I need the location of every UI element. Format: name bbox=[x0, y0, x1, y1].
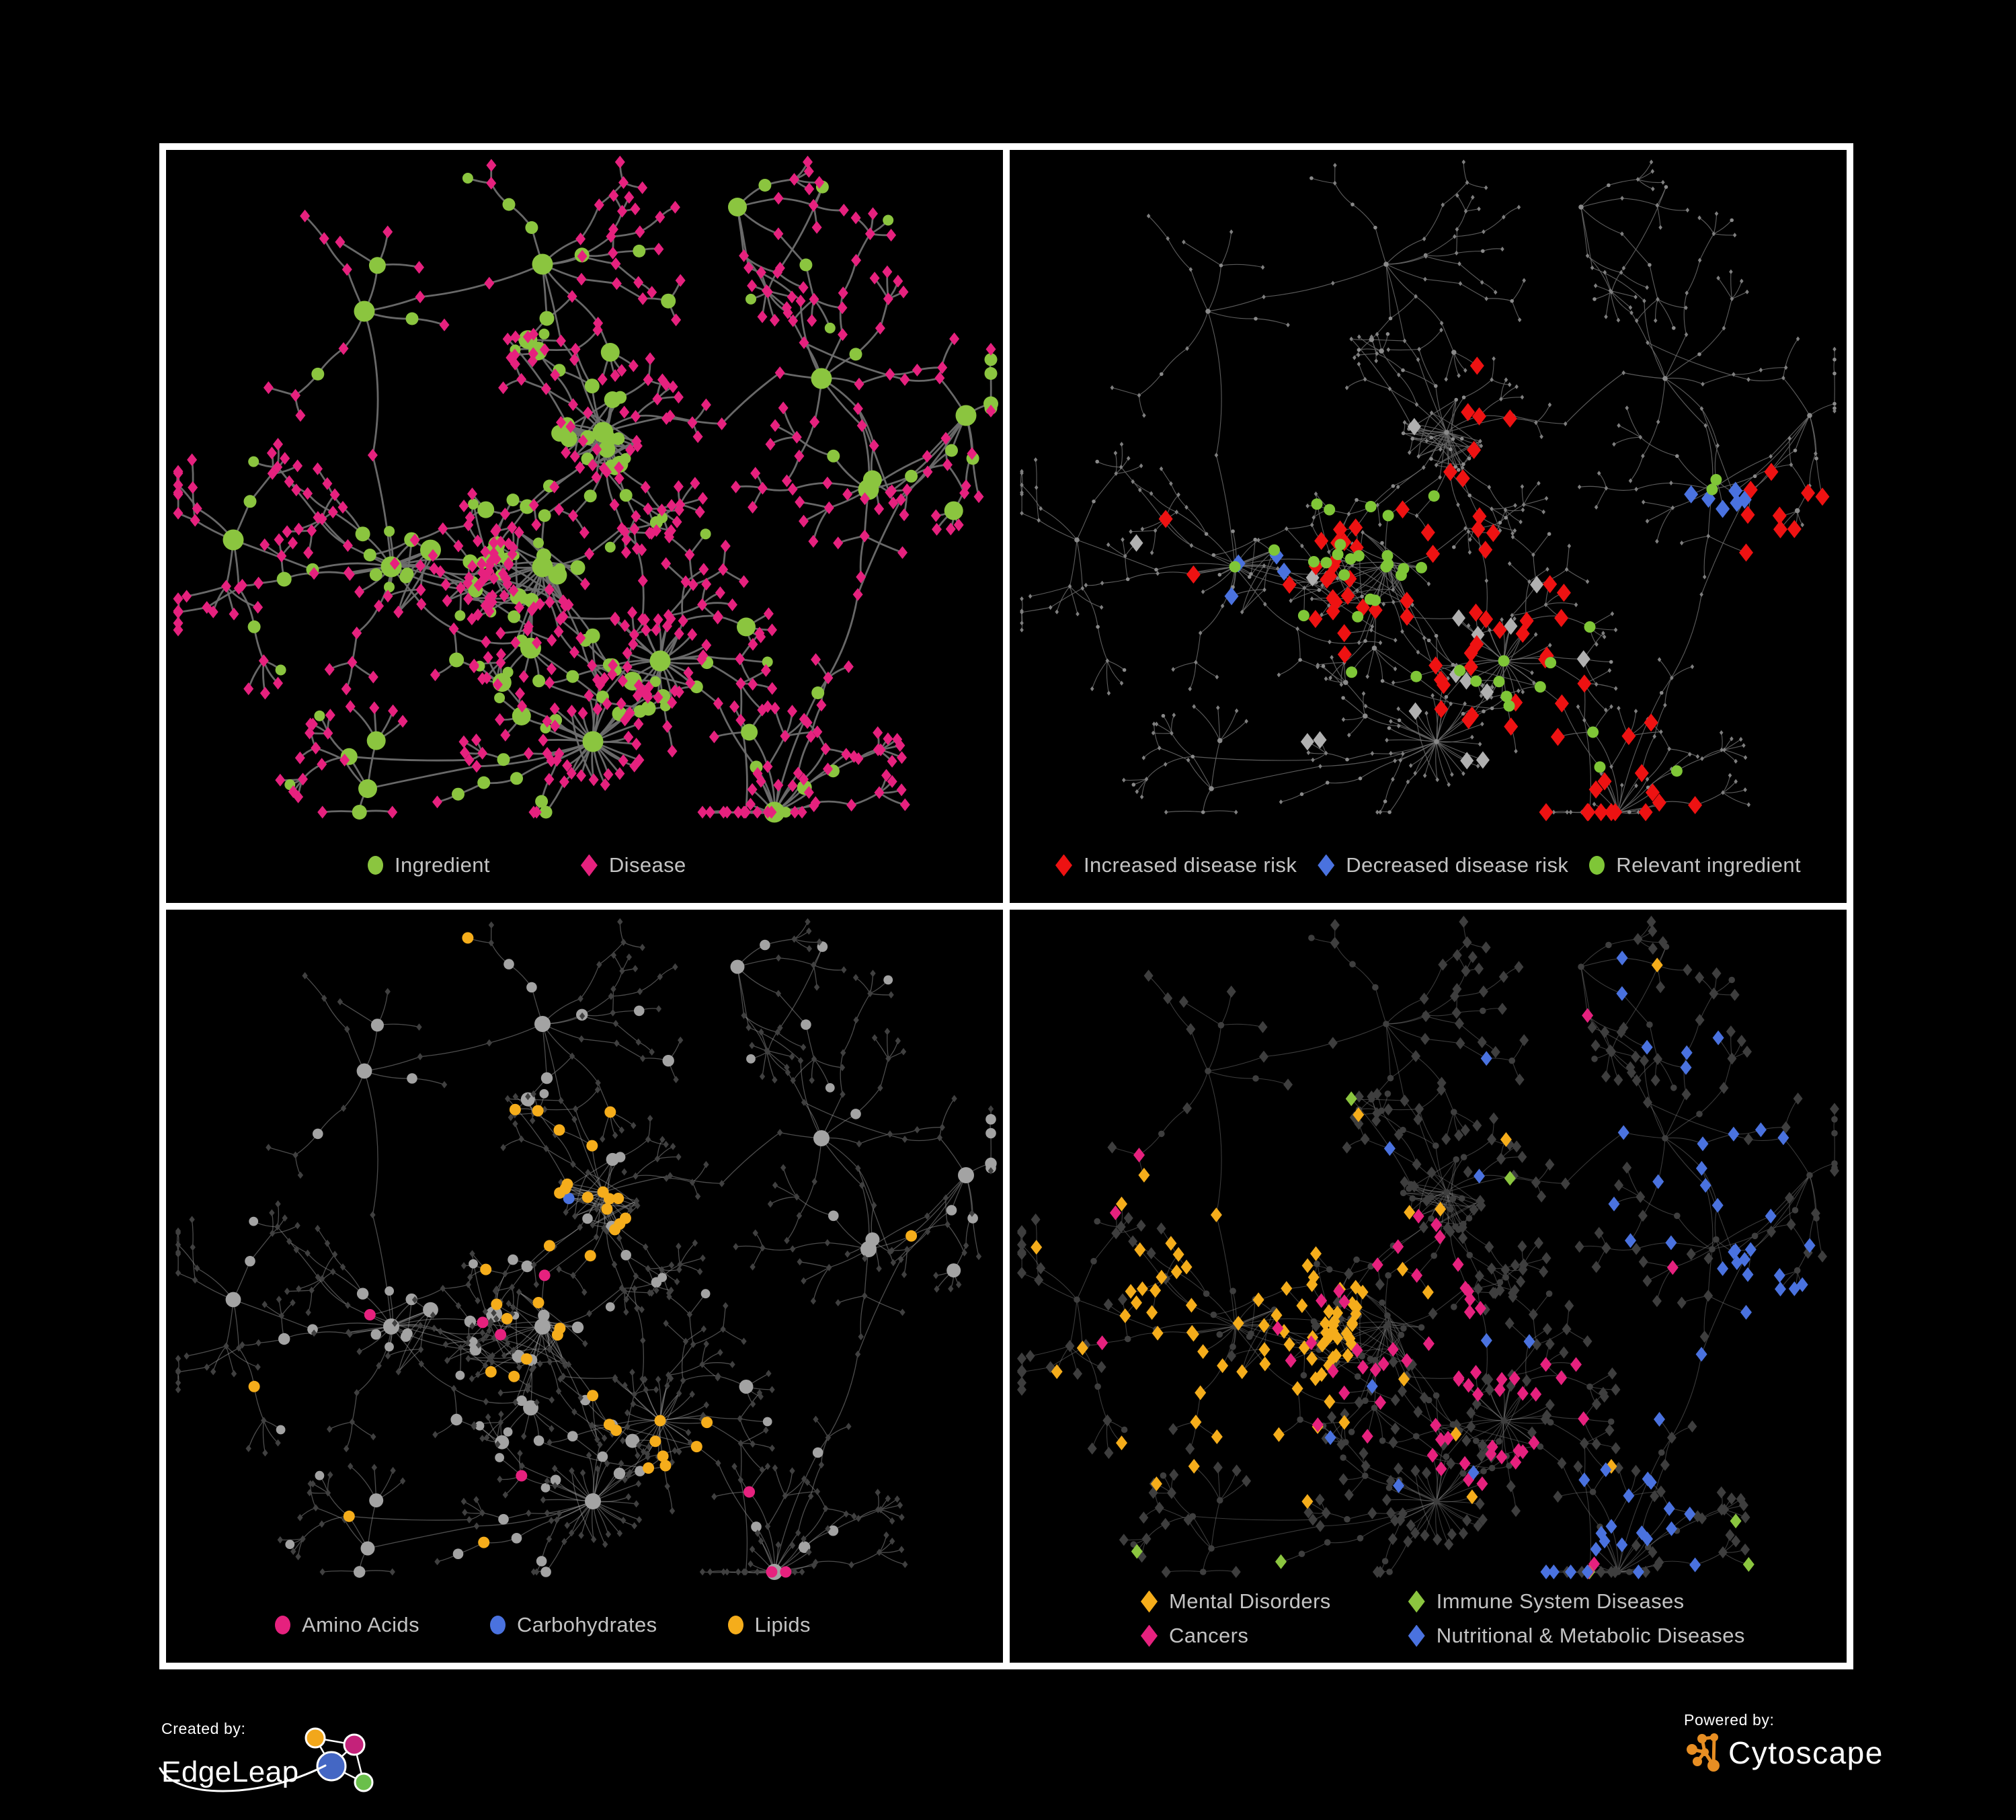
legend-item-mental-disorders: Mental Disorders bbox=[1141, 1589, 1331, 1614]
legend-item-nutritional-metabolic: Nutritional & Metabolic Diseases bbox=[1408, 1624, 1745, 1648]
immune-diseases-swatch-icon bbox=[1408, 1590, 1425, 1613]
legend-item-immune-diseases: Immune System Diseases bbox=[1408, 1589, 1745, 1614]
legend-ingredient-disease: Ingredient Disease bbox=[166, 853, 1003, 877]
legend-label: Lipids bbox=[754, 1613, 811, 1636]
network-canvas-disease-categories bbox=[1017, 916, 1839, 1579]
legend-item-disease: Disease bbox=[580, 853, 686, 877]
legend-label: Cancers bbox=[1169, 1624, 1249, 1647]
legend-item-carbohydrates: Carbohydrates bbox=[489, 1613, 657, 1637]
created-by-label: Created by: bbox=[161, 1720, 246, 1737]
legend-item-lipids: Lipids bbox=[727, 1613, 811, 1637]
legend-label: Mental Disorders bbox=[1169, 1589, 1331, 1613]
amino-acids-swatch-icon bbox=[275, 1616, 290, 1634]
network-canvas-ingredient-classes bbox=[175, 918, 997, 1580]
mental-disorders-swatch-icon bbox=[1141, 1590, 1158, 1613]
legend-item-decreased-risk: Decreased disease risk bbox=[1318, 853, 1568, 877]
panel-disease-risk: Increased disease risk Decreased disease… bbox=[1010, 150, 1847, 903]
edgeleap-branding: Created by: EdgeLeap bbox=[159, 1720, 380, 1803]
relevant-ingredient-swatch-icon bbox=[1589, 856, 1605, 875]
powered-by-label: Powered by: bbox=[1684, 1711, 1775, 1729]
legend-item-relevant-ingredient: Relevant ingredient bbox=[1589, 853, 1801, 877]
legend-label: Carbohydrates bbox=[516, 1613, 657, 1636]
legend-label: Relevant ingredient bbox=[1616, 853, 1801, 877]
carbohydrates-swatch-icon bbox=[489, 1616, 506, 1634]
panel-grid: Ingredient Disease Increased disease ris… bbox=[159, 143, 1853, 1669]
panel-disease-categories: Mental Disorders Immune System Diseases … bbox=[1010, 910, 1847, 1663]
legend-item-amino-acids: Amino Acids bbox=[275, 1613, 419, 1637]
cytoscape-branding: Powered by: Cytoscape bbox=[1684, 1711, 1884, 1774]
legend-disease-risk: Increased disease risk Decreased disease… bbox=[1010, 853, 1847, 877]
disease-swatch-icon bbox=[580, 854, 598, 877]
legend-label: Increased disease risk bbox=[1084, 853, 1297, 877]
decreased-risk-swatch-icon bbox=[1318, 854, 1335, 877]
network-canvas-ingredient-disease bbox=[173, 155, 998, 823]
legend-ingredient-classes: Amino Acids Carbohydrates Lipids bbox=[166, 1613, 1003, 1637]
ingredient-swatch-icon bbox=[368, 856, 383, 875]
legend-label: Nutritional & Metabolic Diseases bbox=[1436, 1624, 1745, 1647]
legend-label: Disease bbox=[608, 853, 686, 877]
edgeleap-wordmark: EdgeLeap bbox=[161, 1755, 299, 1788]
legend-label: Decreased disease risk bbox=[1346, 853, 1569, 877]
cytoscape-wordmark: Cytoscape bbox=[1728, 1735, 1884, 1770]
legend-item-cancers: Cancers bbox=[1141, 1624, 1331, 1648]
edgeleap-logo-icon bbox=[305, 1727, 374, 1792]
cancers-swatch-icon bbox=[1141, 1624, 1158, 1647]
legend-label: Ingredient bbox=[395, 853, 490, 877]
legend-disease-categories: Mental Disorders Immune System Diseases … bbox=[1010, 1589, 1847, 1648]
network-canvas-disease-risk bbox=[1020, 159, 1837, 822]
nutritional-metabolic-swatch-icon bbox=[1408, 1624, 1425, 1647]
lipids-swatch-icon bbox=[727, 1616, 743, 1634]
increased-risk-swatch-icon bbox=[1055, 854, 1072, 877]
cytoscape-logo-icon bbox=[1687, 1733, 1720, 1772]
legend-item-increased-risk: Increased disease risk bbox=[1055, 853, 1297, 877]
legend-item-ingredient: Ingredient bbox=[368, 853, 490, 877]
legend-label: Immune System Diseases bbox=[1436, 1589, 1685, 1613]
legend-label: Amino Acids bbox=[302, 1613, 419, 1636]
panel-ingredient-classes: Amino Acids Carbohydrates Lipids bbox=[166, 910, 1003, 1663]
panel-ingredient-disease: Ingredient Disease bbox=[166, 150, 1003, 903]
